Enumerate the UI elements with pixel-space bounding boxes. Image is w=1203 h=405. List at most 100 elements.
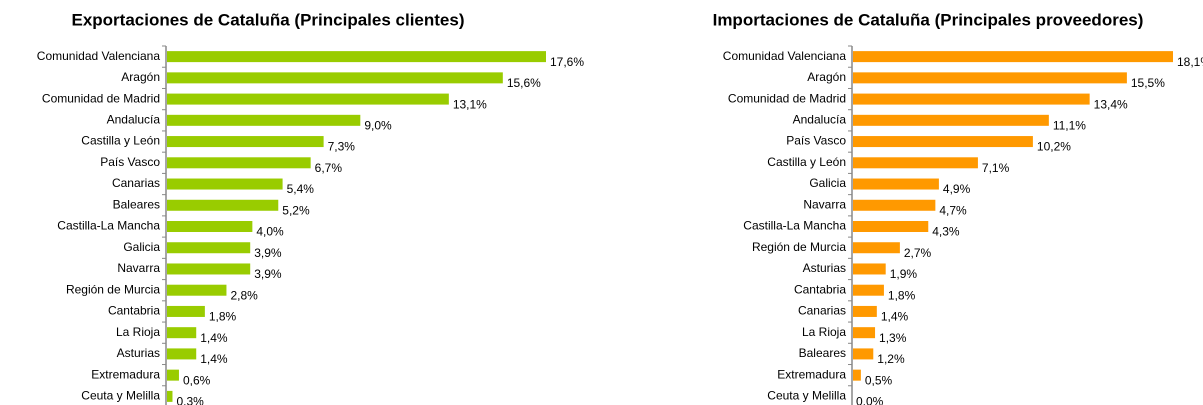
value-label: 5,2%: [282, 203, 310, 217]
category-label: Castilla y León: [767, 155, 846, 169]
category-label: Castilla-La Mancha: [743, 219, 846, 233]
value-label: 0,6%: [183, 373, 211, 387]
value-label: 3,9%: [254, 246, 282, 260]
value-label: 10,2%: [1037, 140, 1071, 154]
bar: [853, 178, 939, 190]
category-label: Extremadura: [777, 367, 846, 381]
value-label: 1,2%: [877, 352, 905, 366]
category-label: Extremadura: [91, 367, 160, 381]
category-label: Región de Murcia: [66, 282, 160, 296]
category-label: Región de Murcia: [752, 240, 846, 254]
bar: [167, 327, 197, 339]
bar: [167, 114, 361, 126]
category-label: Cantabria: [794, 282, 846, 296]
chart-title: Importaciones de Cataluña (Principales p…: [713, 10, 1144, 29]
value-label: 1,3%: [879, 331, 907, 345]
category-label: Andalucía: [107, 112, 161, 126]
value-label: 1,8%: [888, 288, 916, 302]
bar: [167, 178, 283, 190]
value-label: 1,4%: [200, 331, 228, 345]
category-label: Asturias: [803, 261, 846, 275]
value-label: 7,3%: [328, 140, 356, 154]
value-label: 7,1%: [982, 161, 1010, 175]
value-label: 17,6%: [550, 55, 584, 69]
bar: [167, 263, 251, 275]
category-label: La Rioja: [116, 325, 160, 339]
category-label: Cantabria: [108, 304, 160, 318]
value-label: 13,4%: [1094, 97, 1128, 111]
bar: [167, 390, 173, 402]
bar: [853, 305, 877, 317]
category-label: Comunidad de Madrid: [728, 91, 846, 105]
bar: [167, 199, 279, 211]
bar: [167, 157, 311, 169]
category-label: Baleares: [799, 346, 846, 360]
value-label: 1,8%: [209, 310, 237, 324]
value-label: 6,7%: [315, 161, 343, 175]
category-label: Galicia: [809, 176, 846, 190]
bar: [853, 327, 876, 339]
bar: [853, 348, 874, 360]
category-label: Andalucía: [793, 112, 847, 126]
category-label: Canarias: [798, 304, 846, 318]
category-label: Navarra: [803, 197, 846, 211]
value-label: 0,0%: [856, 395, 884, 405]
value-label: 4,7%: [939, 203, 967, 217]
bar: [853, 157, 978, 169]
bar: [853, 263, 886, 275]
category-label: Ceuta y Melilla: [81, 389, 160, 403]
bar: [167, 136, 324, 148]
bar: [167, 284, 227, 296]
bar: [853, 199, 936, 211]
value-label: 15,6%: [507, 76, 541, 90]
category-label: Aragón: [807, 70, 846, 84]
bar: [853, 72, 1127, 84]
value-label: 13,1%: [453, 97, 487, 111]
bar: [167, 51, 546, 63]
value-label: 1,4%: [881, 310, 909, 324]
bar: [167, 305, 205, 317]
bar: [853, 242, 900, 254]
bar: [167, 348, 197, 360]
category-label: Castilla-La Mancha: [57, 219, 160, 233]
bar: [167, 242, 251, 254]
value-label: 5,4%: [287, 182, 315, 196]
value-label: 3,9%: [254, 267, 282, 281]
value-label: 4,0%: [256, 225, 284, 239]
bar: [167, 72, 503, 84]
category-label: Asturias: [117, 346, 160, 360]
bar: [853, 369, 861, 381]
category-label: Castilla y León: [81, 134, 160, 148]
bar: [167, 93, 449, 105]
category-label: La Rioja: [802, 325, 846, 339]
value-label: 1,4%: [200, 352, 228, 366]
value-label: 9,0%: [364, 118, 392, 132]
bar: [853, 221, 929, 232]
category-label: Comunidad de Madrid: [42, 91, 160, 105]
bar: [853, 136, 1033, 148]
category-label: Comunidad Valenciana: [37, 49, 161, 63]
bar: [167, 369, 179, 381]
value-label: 4,3%: [932, 225, 960, 239]
category-label: Aragón: [121, 70, 160, 84]
value-label: 15,5%: [1131, 76, 1165, 90]
value-label: 11,1%: [1053, 118, 1086, 132]
value-label: 1,9%: [890, 267, 918, 281]
category-label: Ceuta y Melilla: [767, 389, 846, 403]
bar: [167, 221, 253, 232]
category-label: Canarias: [112, 176, 160, 190]
chart-title: Exportaciones de Cataluña (Principales c…: [71, 10, 464, 29]
category-label: Galicia: [123, 240, 160, 254]
value-label: 0,5%: [865, 373, 893, 387]
category-label: País Vasco: [100, 155, 160, 169]
category-label: País Vasco: [786, 134, 846, 148]
value-label: 4,9%: [943, 182, 971, 196]
category-label: Navarra: [117, 261, 160, 275]
bar: [853, 114, 1049, 126]
value-label: 2,7%: [904, 246, 932, 260]
bar: [853, 93, 1090, 105]
value-label: 2,8%: [230, 288, 258, 302]
bar: [853, 284, 884, 296]
value-label: 0,3%: [176, 395, 204, 405]
